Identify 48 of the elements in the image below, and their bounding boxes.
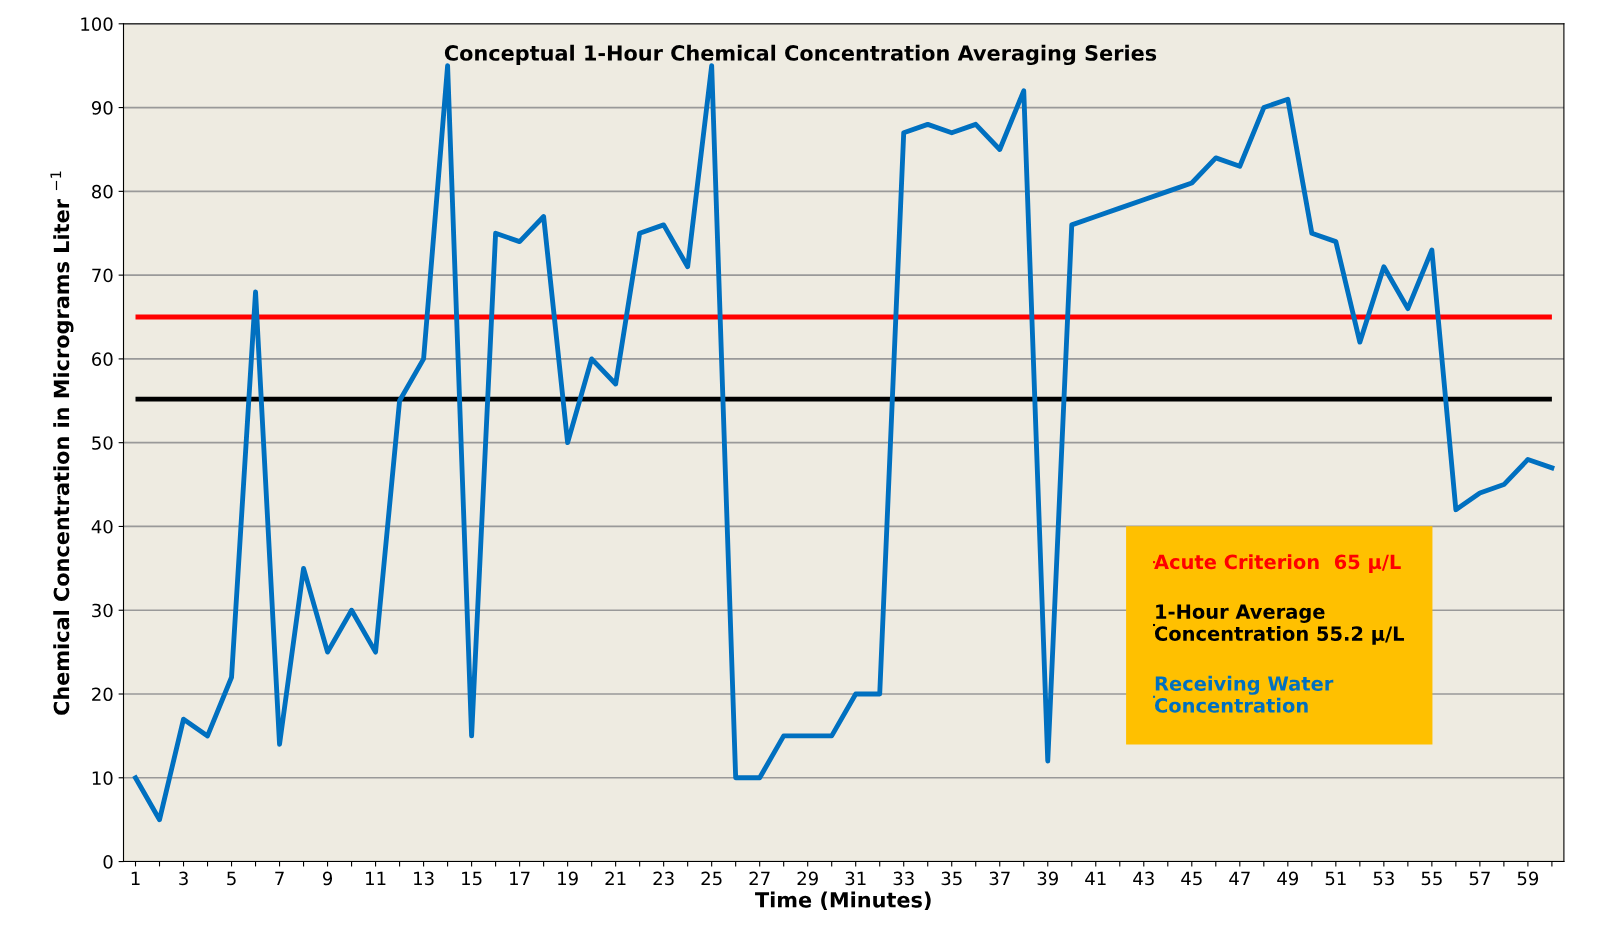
x-tick-label: 23 — [653, 871, 674, 886]
x-tick-label: 17 — [510, 871, 530, 885]
x-tick-label: 3 — [179, 871, 188, 886]
y-tick-label: 0 — [103, 855, 113, 869]
legend-label: Acute Criterion 65 µ/L — [1154, 554, 1401, 573]
x-tick-label: 27 — [749, 871, 770, 885]
x-tick-label: 1 — [131, 871, 140, 885]
x-tick-label: 15 — [462, 871, 482, 886]
x-tick-label: 39 — [1037, 871, 1058, 886]
y-tick-label: 40 — [91, 519, 113, 534]
y-tick-label: 80 — [92, 184, 113, 199]
x-tick-label: 21 — [605, 871, 626, 885]
x-tick-label: 5 — [227, 871, 236, 886]
x-tick-label: 11 — [366, 871, 386, 885]
x-tick-label: 49 — [1277, 871, 1299, 886]
x-tick-label: 25 — [701, 871, 722, 886]
line-series — [133, 63, 1555, 823]
y-tick-label: 20 — [92, 687, 113, 702]
x-tick-label: 29 — [797, 871, 818, 886]
x-tick-label: 59 — [1517, 871, 1539, 886]
legend-label: Receiving Water Concentration — [1154, 675, 1334, 713]
x-tick-label: 7 — [275, 871, 284, 885]
x-tick-label: 55 — [1421, 871, 1442, 886]
y-tick-label: 60 — [92, 352, 113, 367]
x-tick-label: 45 — [1181, 871, 1202, 886]
x-tick-label: 47 — [1229, 871, 1250, 885]
x-tick-label: 13 — [414, 871, 434, 886]
y-tick-label: 50 — [92, 436, 113, 450]
x-tick-label: 57 — [1469, 871, 1490, 886]
y-tick-label: 70 — [92, 268, 113, 283]
x-tick-label: 31 — [845, 871, 866, 886]
x-tick-label: 53 — [1373, 871, 1394, 886]
y-tick-label: 100 — [81, 17, 113, 31]
y-axis-title: Chemical Concentration in Micrograms Liter $^{−1}$ — [50, 171, 74, 715]
x-tick-label: 37 — [989, 871, 1010, 886]
y-tick-label: 30 — [92, 603, 113, 618]
x-tick-label: 9 — [322, 871, 333, 886]
x-axis-title: Time (Minutes) — [755, 891, 931, 911]
text: Conceptual 1-Hour Chemical Concentration Averaging Series — [444, 44, 1157, 66]
y-tick-label: 10 — [92, 771, 113, 785]
y-tick-label: 90 — [91, 101, 113, 115]
x-tick-label: 19 — [558, 871, 578, 886]
legend-label: 1-Hour Average Concentration 55.2 µ/L — [1154, 604, 1404, 645]
x-tick-label: 33 — [893, 871, 914, 886]
x-tick-label: 35 — [941, 871, 962, 886]
x-tick-label: 43 — [1133, 871, 1154, 886]
x-tick-label: 51 — [1325, 871, 1346, 886]
x-tick-label: 41 — [1085, 871, 1106, 885]
